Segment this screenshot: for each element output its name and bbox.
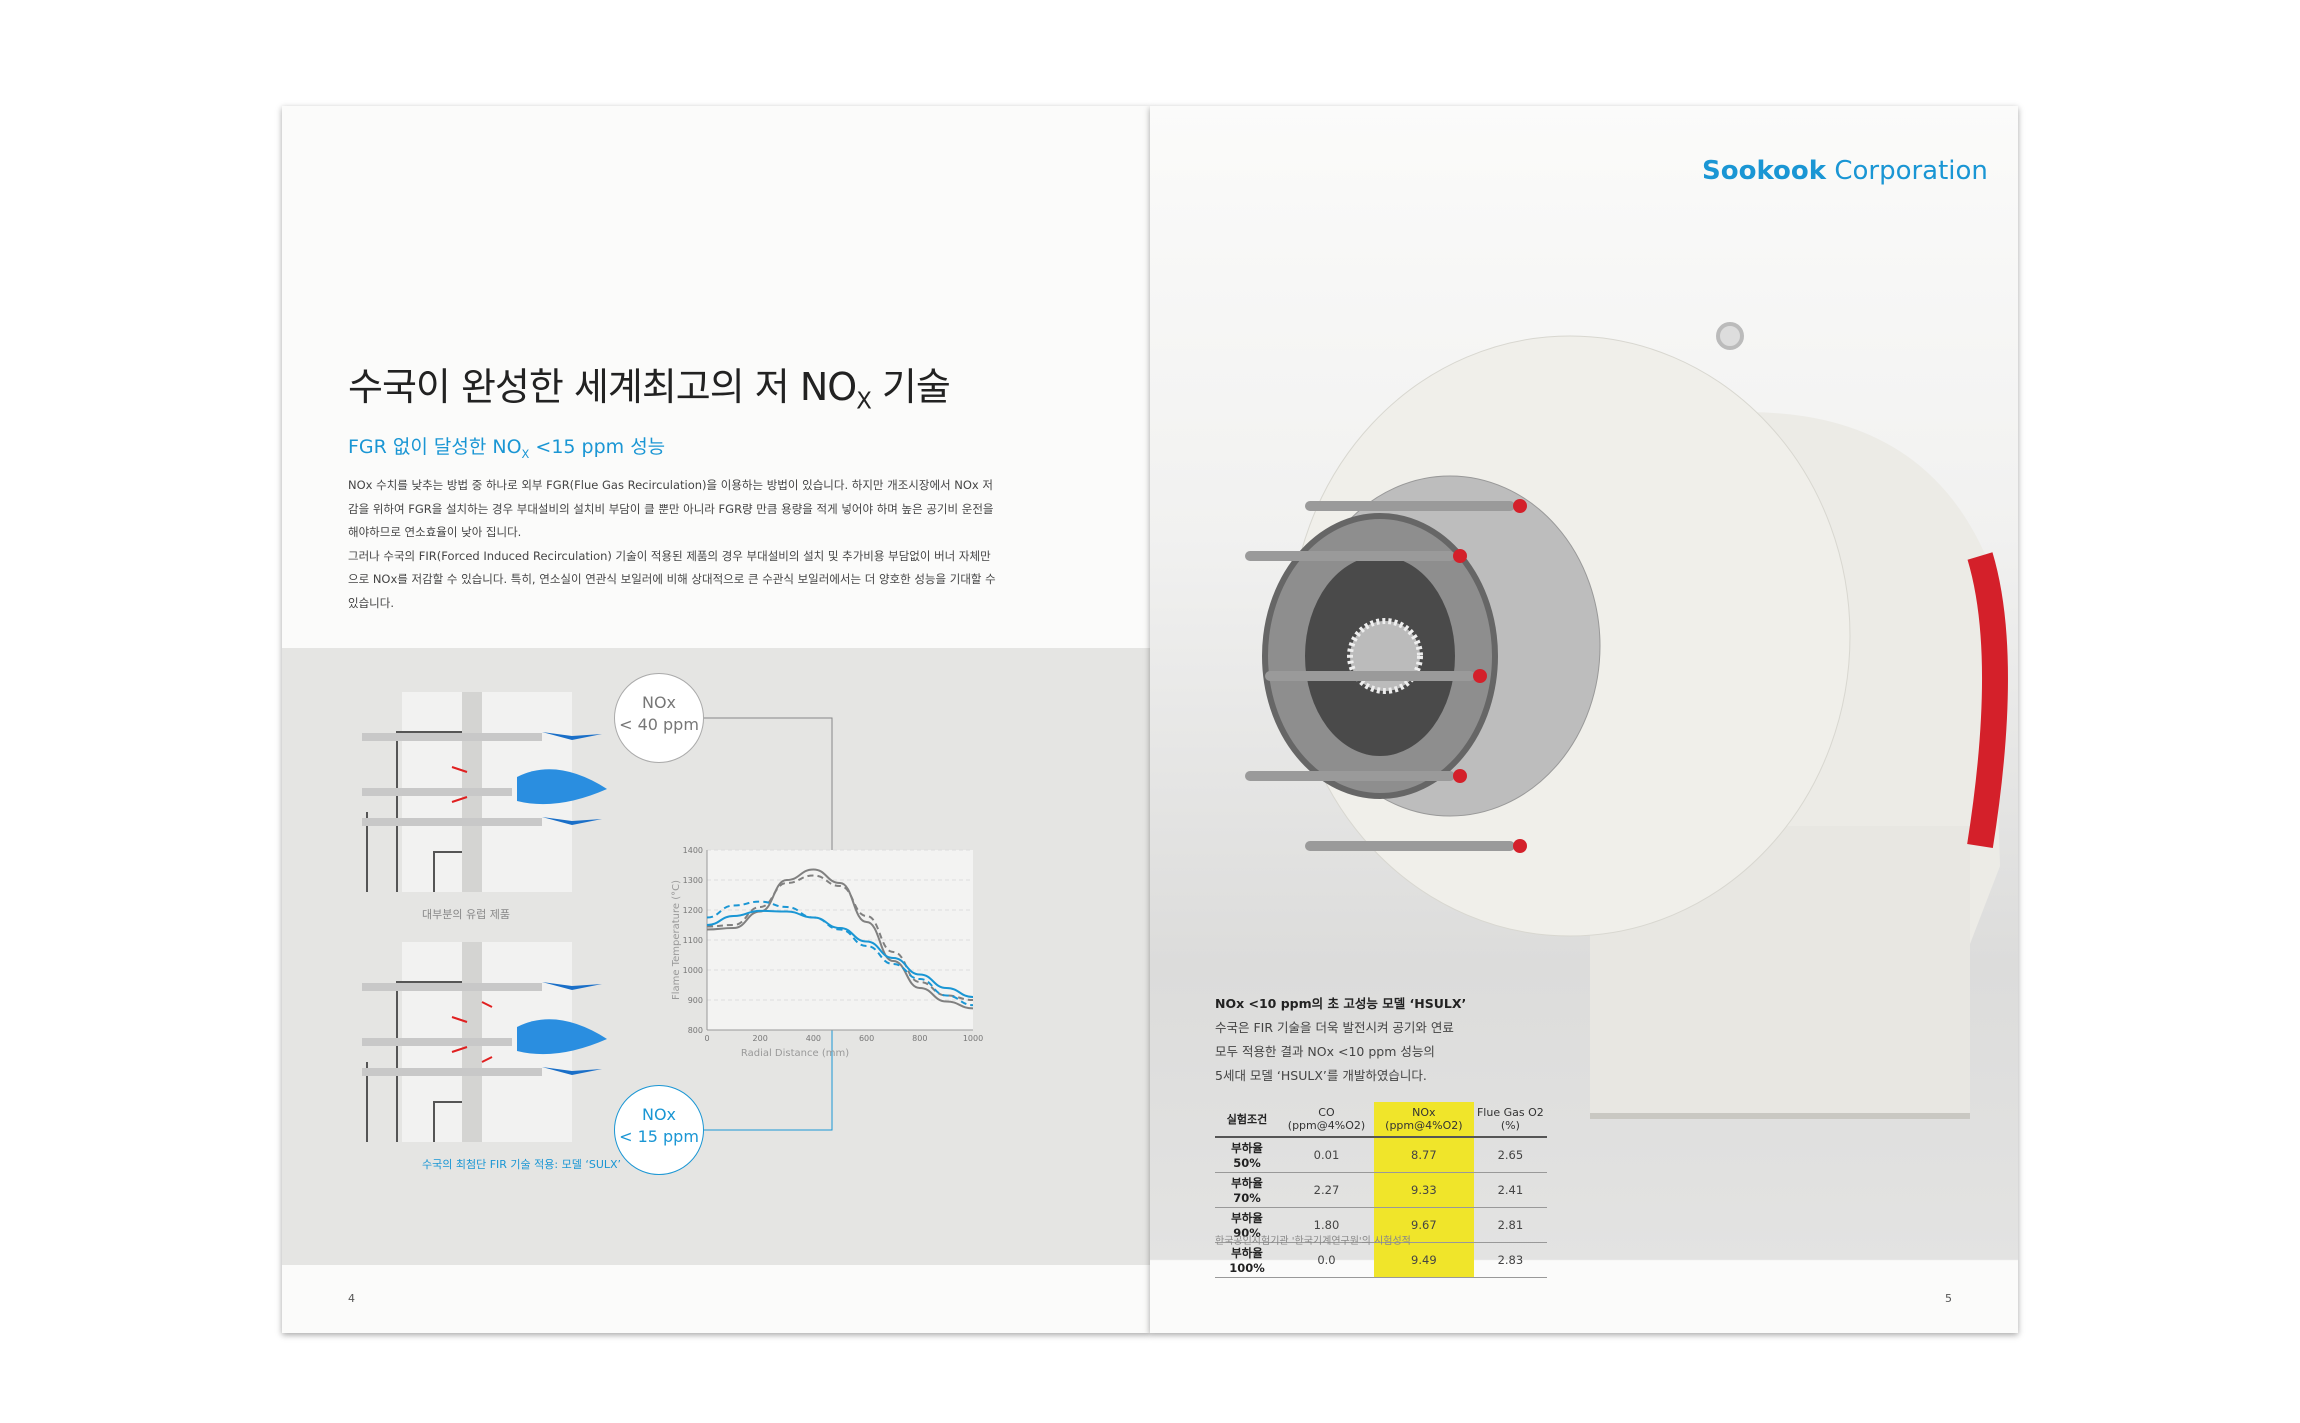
connector-lines [704, 717, 833, 1131]
right-page: Sookook Corporation NOx <10 ppm의 초 고성능 모… [1150, 106, 2018, 1333]
y-tick-label: 800 [688, 1026, 703, 1035]
series-line-2 [706, 909, 974, 998]
cell: 0.01 [1279, 1137, 1374, 1173]
paragraph-1: NOx 수치를 낮추는 방법 중 하나로 외부 FGR(Flue Gas Rec… [348, 478, 994, 539]
cell: 2.83 [1473, 1242, 1547, 1278]
column-header: Flue Gas O2 (%) [1473, 1102, 1547, 1138]
nox-40-badge: NOx < 40 ppm [614, 673, 704, 763]
burner-photo [1245, 322, 2008, 1119]
cell: 0.0 [1279, 1242, 1374, 1278]
cell: 부하율 50% [1215, 1137, 1279, 1173]
table-row: 부하율 70% 2.27 9.33 2.41 [1215, 1172, 1547, 1208]
cell: 2.27 [1279, 1172, 1374, 1208]
cell: 9.67 [1373, 1207, 1474, 1243]
red-flange [1967, 552, 2008, 849]
cell: 2.81 [1473, 1207, 1547, 1243]
y-tick-label: 900 [688, 996, 703, 1005]
y-tick-label: 1400 [683, 846, 703, 855]
test-results-table: 실험조건 CO (ppm@4%O2) NOx (ppm@4%O2) Flue G… [1215, 1102, 1547, 1278]
y-tick-label: 1000 [683, 966, 703, 975]
y-tick-label: 1200 [683, 906, 703, 915]
hsulx-description: NOx <10 ppm의 초 고성능 모델 ‘HSULX’ 수국은 FIR 기술… [1215, 992, 1475, 1088]
x-tick-label: 0 [704, 1034, 709, 1043]
desc-line: 5세대 모델 ‘HSULX’를 개발하였습니다. [1215, 1068, 1427, 1083]
page-title: 수국이 완성한 세계최고의 저 NOX 기술 [348, 365, 951, 415]
source-note: 한국공인시험기관 '한국기계연구원'의 시험성적 [1215, 1236, 1411, 1247]
x-tick-label: 400 [806, 1034, 821, 1043]
series-line-3 [706, 900, 974, 1007]
table-row: 부하율 100% 0.0 9.49 2.83 [1215, 1242, 1547, 1278]
x-tick-label: 800 [912, 1034, 927, 1043]
cell: 부하율 90% [1215, 1207, 1279, 1243]
cell: 1.80 [1279, 1207, 1374, 1243]
cell: 8.77 [1373, 1137, 1474, 1173]
x-tick-label: 200 [753, 1034, 768, 1043]
paragraph-2: 그러나 수국의 FIR(Forced Induced Recirculation… [348, 548, 996, 610]
y-axis-label: Flame Temperature (°C) [671, 880, 682, 1000]
diagram-conventional [362, 692, 607, 892]
left-page: 수국이 완성한 세계최고의 저 NOX 기술 FGR 없이 달성한 NOX <1… [282, 106, 1150, 1333]
diagram1-caption: 대부분의 유럽 제품 [422, 908, 510, 921]
burner-diagrams [362, 692, 607, 1142]
cell: 9.49 [1373, 1242, 1474, 1278]
cell: 부하율 70% [1215, 1172, 1279, 1208]
page-number: 5 [1945, 1292, 1952, 1305]
series-line-1 [706, 874, 974, 1001]
y-tick-label: 1300 [683, 876, 703, 885]
company-logo: Sookook Corporation [1702, 156, 1988, 186]
x-tick-label: 600 [859, 1034, 874, 1043]
y-tick-label: 1100 [683, 936, 703, 945]
hsulx-heading: NOx <10 ppm의 초 고성능 모델 ‘HSULX’ [1215, 996, 1467, 1011]
cell: 부하율 100% [1215, 1242, 1279, 1278]
column-header: 실험조건 [1215, 1102, 1279, 1138]
cell: 9.33 [1373, 1172, 1474, 1208]
cell: 2.41 [1473, 1172, 1547, 1208]
column-header: CO (ppm@4%O2) [1279, 1102, 1374, 1138]
body-text: NOx 수치를 낮추는 방법 중 하나로 외부 FGR(Flue Gas Rec… [348, 474, 998, 615]
cell: 2.65 [1473, 1137, 1547, 1173]
diagram2-caption: 수국의 최첨단 FIR 기술 적용: 모델 ‘SULX’ [422, 1158, 622, 1171]
diagram-fir [362, 942, 607, 1142]
desc-line: 모두 적용한 결과 NOx <10 ppm 성능의 [1215, 1044, 1435, 1059]
flame-temperature-chart: 800 900 1000 1100 1200 1300 1400 0 200 400 600 800 1… [671, 846, 983, 1059]
desc-line: 수국은 FIR 기술을 더욱 발전시켜 공기와 연료 [1215, 1020, 1454, 1035]
table-header-row: 실험조건 CO (ppm@4%O2) NOx (ppm@4%O2) Flue G… [1215, 1102, 1547, 1138]
table-row: 부하율 50% 0.01 8.77 2.65 [1215, 1137, 1547, 1173]
subtitle: FGR 없이 달성한 NOX <15 ppm 성능 [348, 436, 666, 461]
page-number: 4 [348, 1292, 355, 1305]
series-line-0 [706, 868, 974, 1010]
table-row: 부하율 90% 1.80 9.67 2.81 [1215, 1207, 1547, 1243]
nox-15-badge: NOx < 15 ppm [614, 1085, 704, 1175]
x-tick-label: 1000 [963, 1034, 983, 1043]
column-header: NOx (ppm@4%O2) [1373, 1102, 1474, 1138]
x-axis-label: Radial Distance (mm) [741, 1048, 849, 1059]
